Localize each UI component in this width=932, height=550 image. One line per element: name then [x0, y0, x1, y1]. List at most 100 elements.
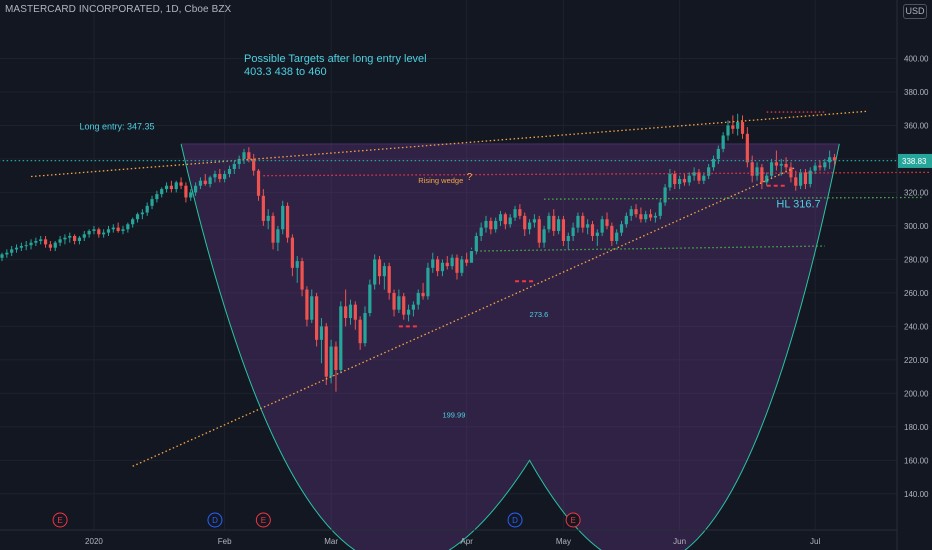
candle: [150, 195, 154, 210]
candle-body: [639, 214, 643, 220]
candle-body: [92, 229, 96, 231]
earnings-marker[interactable]: E: [565, 512, 581, 528]
candle-body: [373, 259, 377, 285]
candle-body: [179, 182, 183, 186]
candle: [387, 262, 391, 300]
candle: [813, 162, 817, 175]
candle: [319, 318, 324, 364]
x-tick-label: 2020: [85, 537, 103, 546]
candle: [82, 230, 86, 242]
candle-body: [5, 252, 9, 255]
candle-body: [581, 215, 585, 228]
candle: [121, 225, 125, 235]
event-circle[interactable]: [565, 512, 581, 528]
last-price-tag[interactable]: [898, 153, 932, 168]
candle: [629, 205, 633, 221]
candle: [469, 247, 474, 263]
annotation-text: Possible Targets after long entry level: [244, 53, 427, 65]
candle-body: [803, 172, 808, 185]
earnings-marker[interactable]: E: [255, 512, 271, 528]
currency-button[interactable]: USD: [903, 4, 927, 19]
candle-body: [43, 239, 48, 245]
candle: [527, 219, 532, 235]
candle-body: [619, 224, 624, 233]
candle-body: [0, 254, 4, 258]
candle: [406, 304, 411, 322]
candle: [557, 215, 561, 235]
event-circle[interactable]: [255, 512, 271, 528]
candle: [53, 241, 57, 252]
candle: [644, 210, 648, 223]
candle-body: [498, 214, 503, 221]
candle: [673, 170, 677, 190]
candle-body: [392, 292, 396, 310]
candle: [58, 235, 62, 247]
candle: [450, 254, 454, 270]
candle: [523, 212, 527, 236]
candle: [145, 202, 149, 216]
trend-lines[interactable]: [0, 110, 932, 467]
candle: [440, 259, 445, 277]
candle: [368, 279, 372, 317]
candle-body: [160, 189, 164, 195]
candle: [300, 257, 304, 297]
candle: [39, 235, 43, 245]
candle-body: [813, 165, 817, 171]
candle-body: [590, 224, 595, 236]
candle: [532, 214, 536, 228]
channel-top-line[interactable]: [544, 196, 922, 200]
candle-body: [218, 174, 222, 180]
candle-body: [14, 247, 19, 250]
candle: [668, 168, 672, 191]
dividend-marker[interactable]: D: [507, 512, 523, 528]
event-circle[interactable]: [207, 512, 223, 528]
candle: [232, 160, 236, 175]
candle-body: [68, 235, 72, 238]
candle: [285, 202, 290, 243]
candle-body: [828, 157, 832, 163]
candle: [648, 209, 653, 221]
candle: [198, 177, 203, 190]
candle: [295, 256, 299, 283]
candle: [426, 262, 430, 300]
y-tick-label: 280.00: [904, 255, 929, 264]
time-axis[interactable]: Dec2020FebMarAprMayJunJulAugSepOct: [0, 537, 932, 546]
candle-body: [213, 174, 217, 178]
candle-body: [406, 309, 411, 315]
y-tick-label: 380.00: [904, 88, 929, 97]
candle-body: [745, 133, 749, 163]
annotation-text: 273.6: [530, 310, 549, 319]
candle: [290, 234, 294, 277]
candle-body: [431, 259, 435, 268]
candle-body: [552, 215, 556, 231]
candle-body: [198, 180, 203, 186]
candle: [765, 172, 769, 186]
lower-trend-line[interactable]: [132, 166, 797, 467]
candle: [576, 212, 580, 233]
candle: [126, 222, 130, 233]
event-circle[interactable]: [507, 512, 523, 528]
candle-body: [692, 172, 696, 176]
resistance-line[interactable]: [263, 171, 932, 177]
candle: [774, 150, 778, 171]
candle: [24, 241, 28, 251]
candle: [131, 217, 135, 228]
candle-body: [527, 222, 532, 230]
y-tick-label: 180.00: [904, 423, 929, 432]
candle: [465, 252, 469, 267]
event-markers[interactable]: DEDEDE: [0, 512, 581, 528]
y-tick-label: 140.00: [904, 490, 929, 499]
annotation-text: 199.99: [442, 411, 465, 420]
candle-body: [799, 172, 803, 186]
candle-body: [135, 214, 140, 220]
candle-body: [726, 125, 730, 136]
candle: [34, 237, 38, 247]
event-circle[interactable]: [52, 512, 68, 528]
earnings-marker[interactable]: E: [52, 512, 68, 528]
candle-body: [469, 251, 474, 263]
dividend-marker[interactable]: D: [207, 512, 223, 528]
candle: [508, 214, 512, 228]
candle: [421, 282, 425, 300]
